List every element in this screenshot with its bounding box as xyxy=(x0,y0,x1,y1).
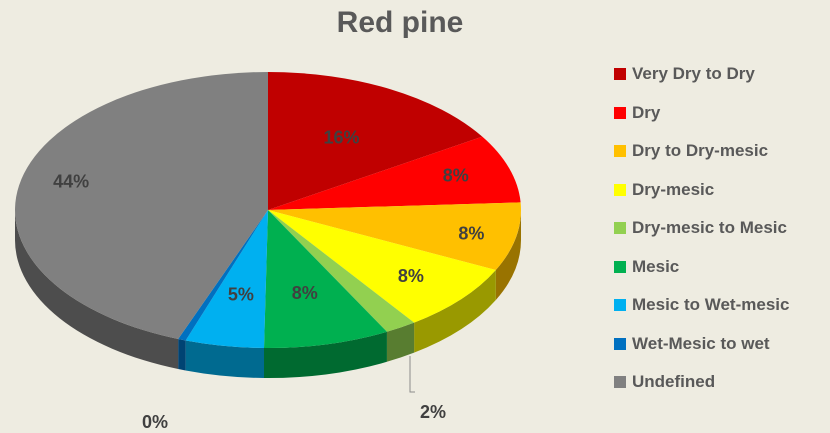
legend-item-wet-mesic-to-wet: Wet-Mesic to wet xyxy=(612,332,789,371)
legend: Very Dry to Dry Dry Dry to Dry-mesic Dry-me… xyxy=(612,62,789,409)
slice-dry xyxy=(268,136,521,210)
legend-label: Very Dry to Dry xyxy=(632,64,755,83)
slice-side-mesic xyxy=(264,331,387,378)
pie-slices xyxy=(15,72,521,349)
legend-label: Undefined xyxy=(632,372,716,391)
slice-side-mesic-to-wet-mesic xyxy=(185,340,265,378)
slice-side-dry-mesic xyxy=(414,270,496,353)
legend-swatch xyxy=(614,222,626,234)
legend-item-mesic-to-wet-mesic: Mesic to Wet-mesic xyxy=(612,293,789,332)
legend-swatch xyxy=(614,68,626,80)
legend-label: Dry xyxy=(632,102,661,122)
slice-dry-mesic xyxy=(268,210,496,323)
data-label-very-dry-to-dry: 16% xyxy=(323,128,359,148)
data-label-mesic-to-wet-mesic: 5% xyxy=(228,284,254,304)
legend-swatch xyxy=(614,145,626,157)
legend-swatch xyxy=(614,106,626,119)
data-label-dry-to-dry-mesic: 8% xyxy=(458,223,484,243)
slice-side-dry-mesic-to-mesic xyxy=(386,322,415,362)
data-label-mesic: 8% xyxy=(292,283,318,303)
slice-side-undefined xyxy=(15,210,179,370)
legend-label: Dry to Dry-mesic xyxy=(632,141,769,160)
legend-item-dry-to-dry-mesic: Dry to Dry-mesic xyxy=(612,139,789,178)
legend-label: Dry-mesic to Mesic xyxy=(632,218,787,237)
legend-label: Dry-mesic xyxy=(632,179,715,199)
data-labels: 16% 8% 8% 8% 2% 8% 5% 0% 44% xyxy=(53,128,484,432)
leader-line-dry-mesic-to-mesic xyxy=(409,356,415,393)
data-label-undefined: 44% xyxy=(53,171,89,191)
legend-swatch xyxy=(614,376,626,388)
legend-item-dry-mesic-to-mesic: Dry-mesic to Mesic xyxy=(612,216,789,255)
legend-label: Mesic xyxy=(632,256,680,276)
slice-side-dry-to-dry-mesic xyxy=(495,210,521,301)
leader-lines xyxy=(409,356,415,393)
data-label-dry-mesic: 8% xyxy=(398,266,424,286)
legend-label: Mesic to Wet-mesic xyxy=(632,295,790,314)
slice-mesic-to-wet-mesic xyxy=(185,210,268,348)
legend-swatch xyxy=(614,299,626,311)
slice-wet-mesic-to-wet xyxy=(178,210,268,341)
legend-swatch xyxy=(614,183,626,196)
slice-dry-mesic-to-mesic xyxy=(268,210,415,332)
data-label-wet-mesic-to-wet: 0% xyxy=(142,412,168,432)
pie-sides xyxy=(15,210,521,378)
legend-item-dry-mesic: Dry-mesic xyxy=(612,178,789,217)
legend-item-mesic: Mesic xyxy=(612,255,789,294)
legend-item-undefined: Undefined xyxy=(612,370,789,409)
legend-label: Wet-Mesic to wet xyxy=(632,333,770,353)
data-label-dry: 8% xyxy=(443,166,469,186)
legend-item-very-dry-to-dry: Very Dry to Dry xyxy=(612,62,789,101)
legend-swatch xyxy=(614,337,626,350)
chart-title: Red pine xyxy=(336,6,464,39)
slice-undefined xyxy=(15,72,269,340)
slice-very-dry-to-dry xyxy=(268,72,483,210)
legend-item-dry: Dry xyxy=(612,101,789,140)
slice-dry-to-dry-mesic xyxy=(268,202,521,271)
data-label-dry-mesic-to-mesic: 2% xyxy=(420,402,446,422)
slice-mesic xyxy=(264,210,387,349)
slice-side-wet-mesic-to-wet xyxy=(178,339,186,371)
legend-swatch xyxy=(614,260,626,273)
